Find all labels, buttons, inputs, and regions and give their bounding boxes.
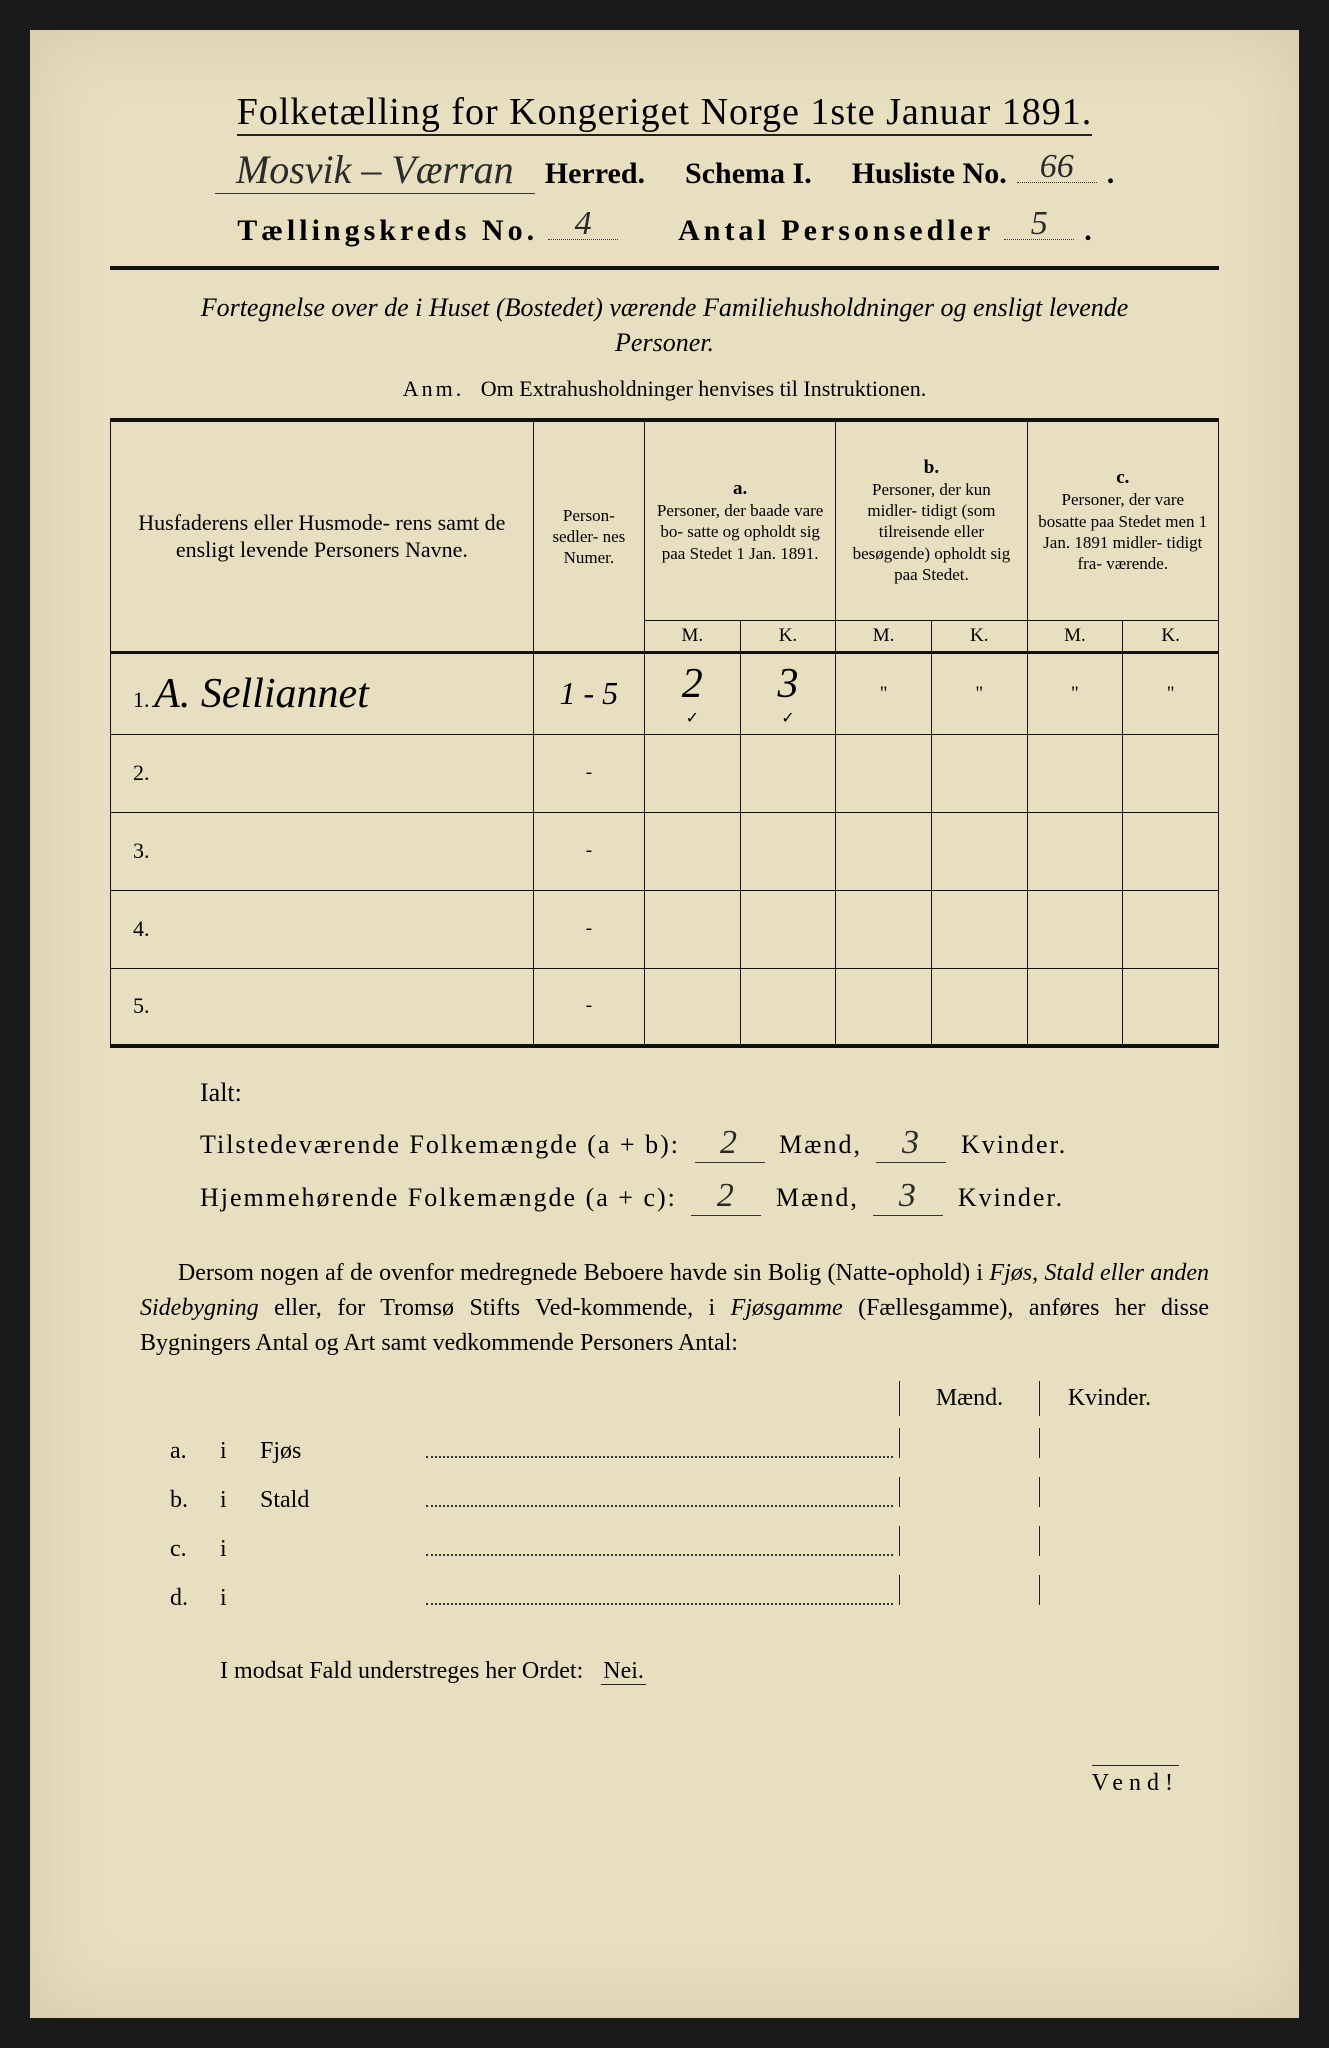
abcd-row-c: c. i — [170, 1520, 1179, 1569]
header-row-1: Mosvik – Værran Herred. Schema I. Huslis… — [110, 146, 1219, 194]
row1-bm: " — [836, 652, 932, 734]
kreds-value: 4 — [575, 205, 592, 243]
col-c-header: c. Personer, der vare bosatte paa Stedet… — [1027, 420, 1218, 620]
antal-value: 5 — [1031, 205, 1048, 243]
table-row: 2. - — [111, 734, 1219, 812]
maend-kvinder-header: Mænd. Kvinder. — [110, 1381, 1179, 1416]
row1-num: 1 - 5 — [533, 652, 644, 734]
antal-blank: 5 — [1004, 204, 1074, 240]
schema-label: Schema I. — [685, 157, 812, 191]
b-k-header: K. — [931, 620, 1027, 652]
c-m-header: M. — [1027, 620, 1123, 652]
b-m-header: M. — [836, 620, 932, 652]
herred-label: Herred. — [545, 157, 645, 191]
row1-bk: " — [931, 652, 1027, 734]
totals-line-1: Tilstedeværende Folkemængde (a + b): 2 M… — [200, 1124, 1209, 1163]
col-a-header: a. Personer, der baade vare bo- satte og… — [644, 420, 835, 620]
table-row: 3. - — [111, 812, 1219, 890]
page-title: Folketælling for Kongeriget Norge 1ste J… — [110, 90, 1219, 134]
title-text: Folketælling for Kongeriget Norge 1ste J… — [237, 91, 1093, 136]
table-row: 1. A. Selliannet 1 - 5 2✓ 3✓ " " " " — [111, 652, 1219, 734]
nei-line: I modsat Fald understreges her Ordet: Ne… — [220, 1658, 1219, 1685]
a-k-header: K. — [740, 620, 836, 652]
abcd-row-b: b. i Stald — [170, 1471, 1179, 1520]
kreds-blank: 4 — [548, 204, 618, 240]
kreds-label: Tællingskreds No. — [237, 214, 538, 248]
row1-ak: 3✓ — [740, 652, 836, 734]
kvinder-col-header: Kvinder. — [1039, 1381, 1179, 1416]
vend-label: Vend! — [1092, 1765, 1179, 1797]
abcd-list: a. i Fjøs b. i Stald c. i d. i — [170, 1422, 1179, 1618]
subtitle: Fortegnelse over de i Huset (Bostedet) v… — [195, 290, 1135, 360]
herred-handwritten: Mosvik – Værran — [215, 146, 535, 194]
explanatory-paragraph: Dersom nogen af de ovenfor medregnede Be… — [140, 1256, 1209, 1360]
row1-am: 2✓ — [644, 652, 740, 734]
abcd-row-a: a. i Fjøs — [170, 1422, 1179, 1471]
antal-label: Antal Personsedler — [678, 214, 994, 248]
a-m-header: M. — [644, 620, 740, 652]
totals-line-2: Hjemmehørende Folkemængde (a + c): 2 Mæn… — [200, 1177, 1209, 1216]
row1-ck: " — [1123, 652, 1219, 734]
census-table: Husfaderens eller Husmode- rens samt de … — [110, 418, 1219, 1048]
ialt-label: Ialt: — [200, 1078, 1209, 1108]
row1-cm: " — [1027, 652, 1123, 734]
anm-text: Om Extrahusholdninger henvises til Instr… — [481, 376, 926, 401]
header-row-2: Tællingskreds No. 4 Antal Personsedler 5… — [110, 204, 1219, 248]
col-num-header: Person- sedler- nes Numer. — [533, 420, 644, 652]
husliste-label: Husliste No. — [852, 157, 1007, 191]
totals-block: Ialt: Tilstedeværende Folkemængde (a + b… — [200, 1078, 1209, 1216]
husliste-value: 66 — [1040, 148, 1074, 186]
c-k-header: K. — [1123, 620, 1219, 652]
table-body: 1. A. Selliannet 1 - 5 2✓ 3✓ " " " " 2. … — [111, 652, 1219, 1046]
rule-1 — [110, 266, 1219, 270]
table-row: 4. - — [111, 890, 1219, 968]
census-form-page: Folketælling for Kongeriget Norge 1ste J… — [30, 30, 1299, 2018]
col-name-header: Husfaderens eller Husmode- rens samt de … — [111, 420, 534, 652]
anm-prefix: Anm. — [403, 376, 465, 401]
maend-col-header: Mænd. — [899, 1381, 1039, 1416]
husliste-blank: 66 — [1017, 147, 1097, 183]
row1-name: 1. A. Selliannet — [111, 652, 534, 734]
col-b-header: b. Personer, der kun midler- tidigt (som… — [836, 420, 1027, 620]
table-row: 5. - — [111, 968, 1219, 1046]
abcd-row-d: d. i — [170, 1569, 1179, 1618]
anm-note: Anm. Om Extrahusholdninger henvises til … — [110, 376, 1219, 402]
